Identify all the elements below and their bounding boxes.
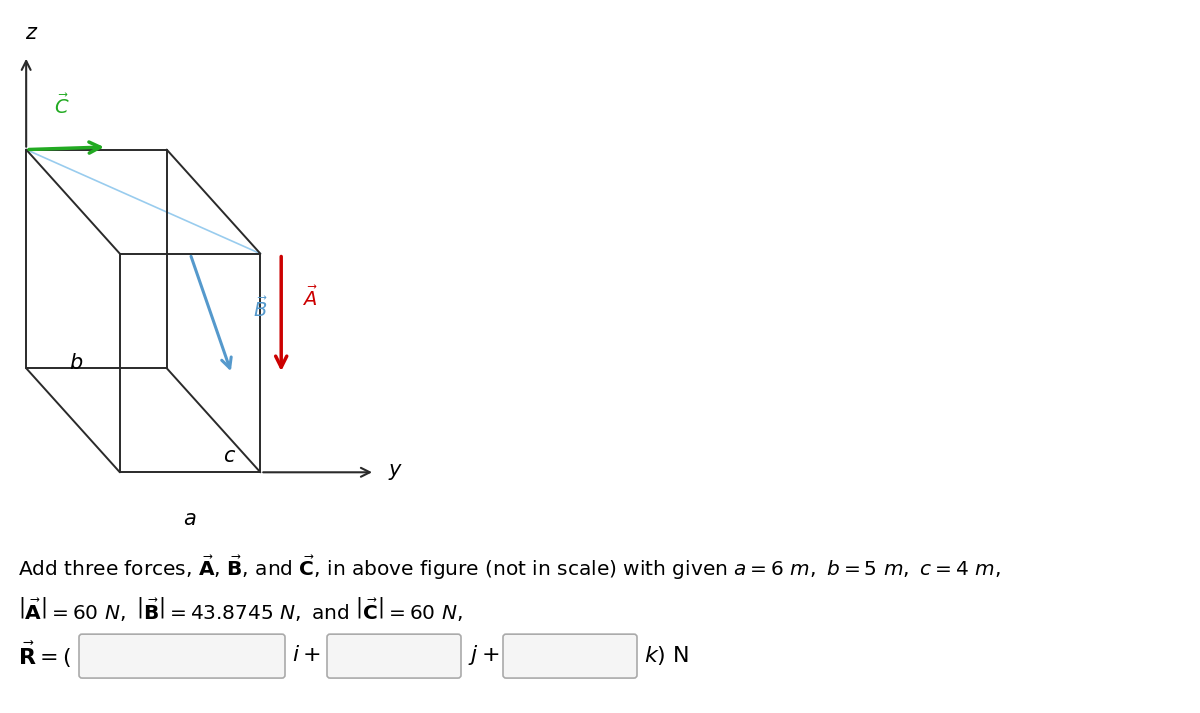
FancyBboxPatch shape [79, 634, 286, 678]
FancyBboxPatch shape [503, 634, 637, 678]
Text: $a$: $a$ [184, 509, 197, 529]
FancyBboxPatch shape [326, 634, 461, 678]
Text: $\vec{C}$: $\vec{C}$ [54, 94, 70, 118]
Text: $\mathit{i} +$: $\mathit{i} +$ [292, 645, 320, 665]
Text: $\vec{A}$: $\vec{A}$ [302, 286, 318, 310]
Text: $y$: $y$ [388, 462, 403, 482]
Text: $\mathit{k}\mathrm{)\ N}$: $\mathit{k}\mathrm{)\ N}$ [644, 644, 689, 667]
Text: Add three forces, $\vec{\mathbf{A}}$, $\vec{\mathbf{B}}$, and $\vec{\mathbf{C}}$: Add three forces, $\vec{\mathbf{A}}$, $\… [18, 553, 1001, 582]
Text: $c$: $c$ [222, 446, 235, 466]
Text: $\left|\vec{\mathbf{A}}\right| = 60\ \mathit{N},\ \left|\vec{\mathbf{B}}\right| : $\left|\vec{\mathbf{A}}\right| = 60\ \ma… [18, 595, 463, 623]
Text: $\vec{B}$: $\vec{B}$ [252, 297, 268, 321]
Text: $b$: $b$ [70, 353, 84, 373]
Text: $\vec{\mathbf{R}} = ($: $\vec{\mathbf{R}} = ($ [18, 640, 71, 670]
Text: $\mathit{j} +$: $\mathit{j} +$ [468, 643, 499, 667]
Text: $z$: $z$ [25, 23, 38, 43]
